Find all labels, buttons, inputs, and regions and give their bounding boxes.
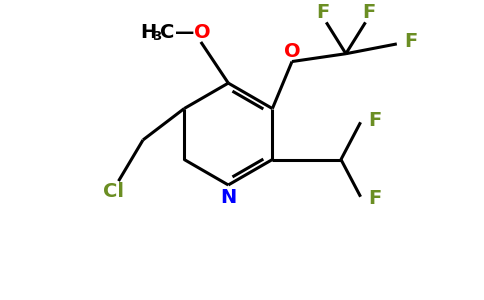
Text: N: N bbox=[220, 188, 236, 207]
Text: F: F bbox=[317, 3, 330, 22]
Text: F: F bbox=[405, 32, 418, 52]
Text: 3: 3 bbox=[152, 30, 161, 43]
Text: —: — bbox=[175, 23, 195, 42]
Text: H: H bbox=[140, 23, 156, 42]
Text: C: C bbox=[160, 23, 174, 42]
Text: F: F bbox=[362, 3, 375, 22]
Text: O: O bbox=[284, 42, 300, 61]
Text: O: O bbox=[194, 23, 210, 42]
Text: F: F bbox=[368, 189, 382, 208]
Text: F: F bbox=[368, 111, 382, 130]
Text: Cl: Cl bbox=[103, 182, 124, 201]
